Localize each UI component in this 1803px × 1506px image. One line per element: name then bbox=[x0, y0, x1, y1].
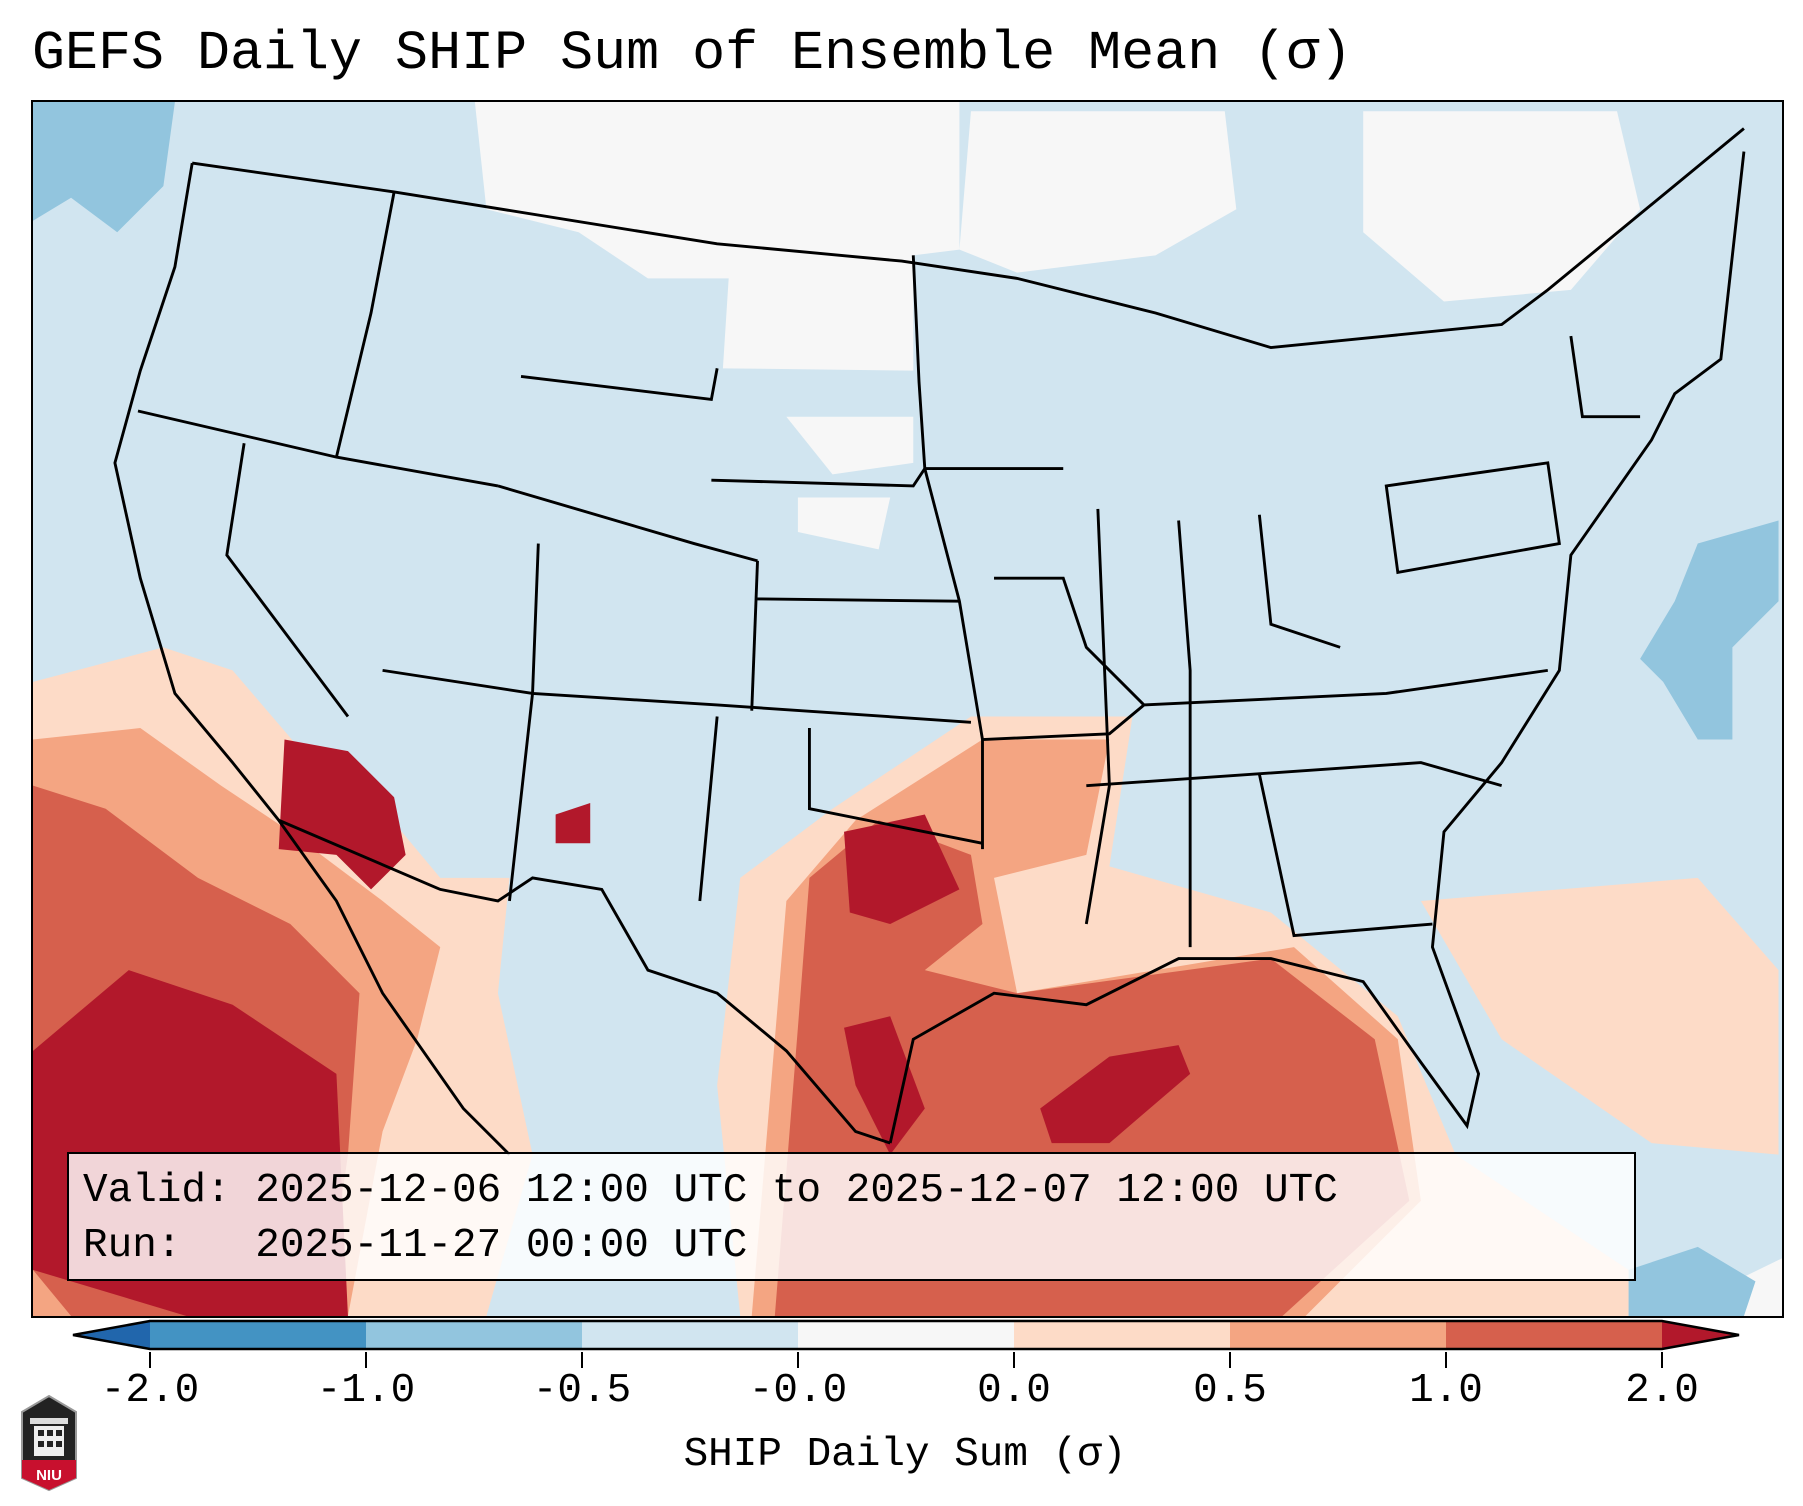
valid-time-text: Valid: 2025-12-06 12:00 UTC to 2025-12-0… bbox=[83, 1168, 1338, 1214]
colorbar-label: SHIP Daily Sum (σ) bbox=[683, 1432, 1127, 1478]
valid-run-info-box: Valid: 2025-12-06 12:00 UTC to 2025-12-0… bbox=[67, 1152, 1636, 1281]
colorbar-segment bbox=[582, 1321, 799, 1349]
colorbar-tick-label: -0.0 bbox=[748, 1368, 848, 1414]
niu-logo: NIU bbox=[21, 1394, 77, 1492]
colorbar-tick-label: -0.5 bbox=[532, 1368, 632, 1414]
colorbar-tick-label: -2.0 bbox=[100, 1368, 200, 1414]
colorbar-tick-label: 0.0 bbox=[977, 1368, 1051, 1414]
negative-regions bbox=[33, 102, 1779, 1316]
colorbar-tick bbox=[1661, 1352, 1663, 1368]
colorbar-tick bbox=[1229, 1352, 1231, 1368]
colorbar-tick-label: 2.0 bbox=[1625, 1368, 1699, 1414]
map-title: GEFS Daily SHIP Sum of Ensemble Mean (σ) bbox=[32, 22, 1353, 85]
colorbar-tick bbox=[365, 1352, 367, 1368]
colorbar-tick-label: 0.5 bbox=[1193, 1368, 1267, 1414]
colorbar-segment bbox=[366, 1321, 583, 1349]
colorbar-tick bbox=[581, 1352, 583, 1368]
colorbar-tick-label: 1.0 bbox=[1409, 1368, 1483, 1414]
ship-field-map bbox=[33, 102, 1782, 1316]
colorbar-outline bbox=[72, 1319, 1740, 1351]
colorbar-segment bbox=[1014, 1321, 1231, 1349]
colorbar-tick bbox=[797, 1352, 799, 1368]
colorbar-tick bbox=[1013, 1352, 1015, 1368]
colorbar-segment bbox=[1446, 1321, 1663, 1349]
colorbar-segment bbox=[798, 1321, 1015, 1349]
run-time-text: Run: 2025-11-27 00:00 UTC bbox=[83, 1223, 748, 1269]
colorbar-tick bbox=[149, 1352, 151, 1368]
colorbar-tick bbox=[1445, 1352, 1447, 1368]
colorbar-segment bbox=[150, 1321, 367, 1349]
state-and-coast-outlines bbox=[113, 127, 1746, 1156]
colorbar-over-extension bbox=[1662, 1321, 1739, 1349]
near-zero-regions bbox=[33, 102, 1782, 1316]
colorbar bbox=[72, 1319, 1740, 1351]
map-panel bbox=[31, 100, 1784, 1318]
svg-text:NIU: NIU bbox=[36, 1467, 62, 1484]
colorbar-under-extension bbox=[73, 1321, 150, 1349]
colorbar-tick-label: -1.0 bbox=[316, 1368, 416, 1414]
colorbar-segment bbox=[1230, 1321, 1447, 1349]
